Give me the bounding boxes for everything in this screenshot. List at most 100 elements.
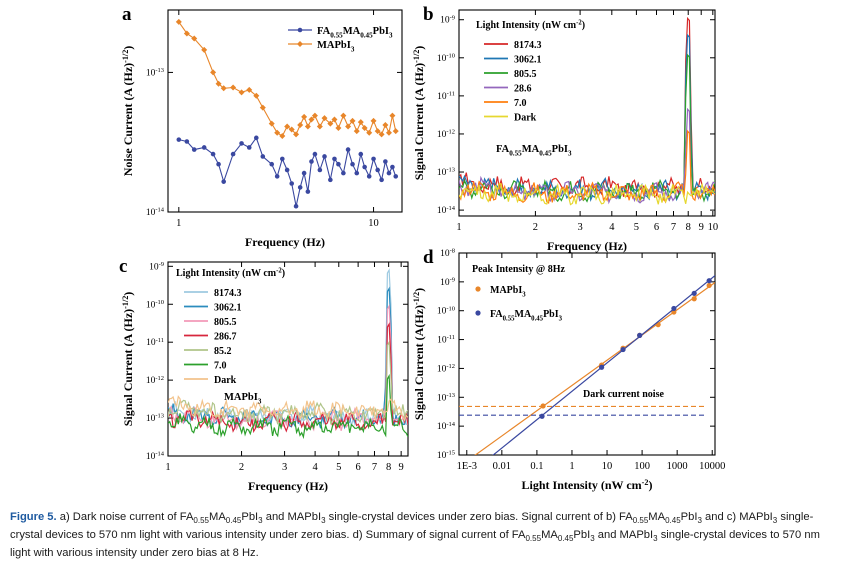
panel-a-point [297, 122, 304, 129]
panel-c-legend-label: 8174.3 [214, 288, 242, 299]
panel-d-ytick-label: 10-13 [437, 392, 455, 403]
panel-c-legend-title: Light Intensity (nW cm-2) [176, 268, 285, 280]
panel-c-ytick-label: 10-14 [146, 451, 165, 462]
panel-b-xtick-label: 3 [577, 222, 582, 233]
panel-d-xtick-label: 10 [602, 461, 613, 472]
panel-b-ytick-label: 10-12 [437, 129, 455, 140]
panel-a-point [288, 126, 295, 133]
figure-canvas: a 1 10 10-14 10-13 Frequency (Hz) Noise Curren… [119, 4, 725, 493]
panel-a-point [191, 147, 197, 152]
panel-a-point [354, 170, 360, 176]
panel-d-xtick-label: 1000 [667, 461, 688, 472]
panel-c-xtick-label: 1 [165, 462, 170, 473]
panel-d-point [691, 290, 697, 296]
panel-a-point [274, 129, 281, 136]
panel-a-ytick-label: 10-14 [146, 207, 165, 218]
panel-a-xlabel: Frequency (Hz) [245, 235, 325, 249]
panel-a-point [269, 161, 275, 167]
panel-d-point [540, 403, 546, 409]
panel-d-xtick-label: 1 [569, 461, 574, 472]
panel-a-point [215, 80, 222, 87]
panel-a-point [353, 128, 360, 135]
panel-a-point [284, 167, 290, 173]
panel-a-point [379, 177, 384, 183]
panel-d-point [706, 278, 712, 284]
panel-a-point [366, 129, 373, 136]
panel-d-point [691, 296, 697, 302]
panel-c: c 1 2 3 4 5 6 7 8 9 10-14 10-13 10-12 10-11 10-10 10-9 F… [119, 256, 409, 493]
panel-a-point [210, 69, 217, 76]
panel-a-point [321, 115, 328, 122]
panel-a-point [311, 112, 318, 119]
panel-a-point [230, 84, 237, 91]
panel-a-point [336, 161, 341, 167]
panel-c-series-line [168, 373, 408, 440]
panel-d-ylabel: Signal Current (A(Hz)-1/2) [412, 288, 426, 420]
panel-a-point [374, 128, 381, 135]
panel-a-point [246, 86, 253, 93]
panel-a-point [284, 123, 291, 130]
panel-a-point [259, 104, 266, 111]
panel-a-point [297, 185, 303, 190]
panel-c-plot-area [168, 268, 408, 440]
panel-a-point [332, 156, 337, 162]
panel-d-ytick-label: 10-9 [440, 277, 455, 288]
panel-c-xtick-label: 7 [372, 462, 377, 473]
panel-d-ytick-label: 10-11 [437, 334, 455, 345]
panel-a-point [210, 151, 216, 157]
panel-c-series-line [168, 395, 408, 422]
panel-d-frame [458, 252, 716, 456]
panel-a-point [383, 159, 388, 164]
panel-c-series-line [168, 304, 408, 432]
panel-a-point [184, 139, 190, 144]
panel-a-legend-marker [297, 27, 303, 33]
panel-a-point [335, 124, 342, 131]
panel-b-series-line [459, 16, 715, 198]
panel-d-ytick-label: 10-8 [440, 248, 455, 259]
panel-a-point [304, 123, 311, 130]
panel-a-point [191, 35, 198, 42]
panel-c-ytick-label: 10-11 [146, 337, 164, 348]
panel-a-point [175, 18, 182, 25]
panel-c-series-line [168, 268, 408, 428]
panel-b-ytick-label: 10-9 [440, 14, 455, 25]
panel-c-legend-label: 805.5 [214, 317, 237, 328]
panel-d-fit-line [492, 275, 715, 455]
panel-b-plot-area [459, 16, 715, 206]
panel-c-legend-label: 85.2 [214, 346, 232, 357]
panel-a-frame [167, 9, 403, 213]
panel-b-legend-label: Dark [514, 113, 537, 124]
panel-c-annotation: MAPbI3 [224, 392, 262, 406]
panel-letter-a: a [122, 4, 132, 25]
panel-d-xtick-label: 0.01 [493, 461, 511, 472]
panel-b-ylabel: Signal Current (A (Hz)-1/2) [412, 46, 426, 181]
panel-a-point [345, 123, 352, 130]
panel-a-point [375, 167, 380, 173]
panel-b-xtick-label: 1 [456, 222, 461, 233]
panel-a-point [220, 85, 227, 92]
panel-a-point [216, 161, 221, 167]
panel-b-xlabel: Frequency (Hz) [547, 239, 627, 253]
panel-d-ytick-label: 10-10 [437, 305, 455, 316]
panel-c-ytick-label: 10-10 [146, 299, 164, 310]
panel-b-frame [458, 9, 716, 217]
panel-a-point [322, 154, 327, 159]
panel-c-legend-label: 7.0 [214, 361, 227, 372]
panel-b-legend-label: 28.6 [514, 84, 532, 95]
panel-a-point [370, 117, 377, 124]
panel-a-point [268, 120, 275, 127]
panel-a-point [362, 164, 367, 170]
panel-c-xtick-label: 9 [399, 462, 404, 473]
panel-a-xtick-label: 10 [368, 218, 379, 229]
panel-a-point [274, 174, 280, 179]
panel-d-annotation: Dark current noise [583, 389, 664, 400]
panel-d-xtick-label: 10000 [699, 461, 725, 472]
panel-c-xtick-label: 3 [282, 462, 287, 473]
panel-a-point [293, 203, 299, 209]
panel-a-point [176, 137, 182, 142]
panel-a-legend-marker [297, 41, 303, 47]
panel-d-point [637, 332, 643, 338]
panel-c-legend-label: 286.7 [214, 332, 237, 343]
panel-a-point [385, 129, 392, 136]
panel-d-ytick-label: 10-15 [437, 450, 455, 461]
